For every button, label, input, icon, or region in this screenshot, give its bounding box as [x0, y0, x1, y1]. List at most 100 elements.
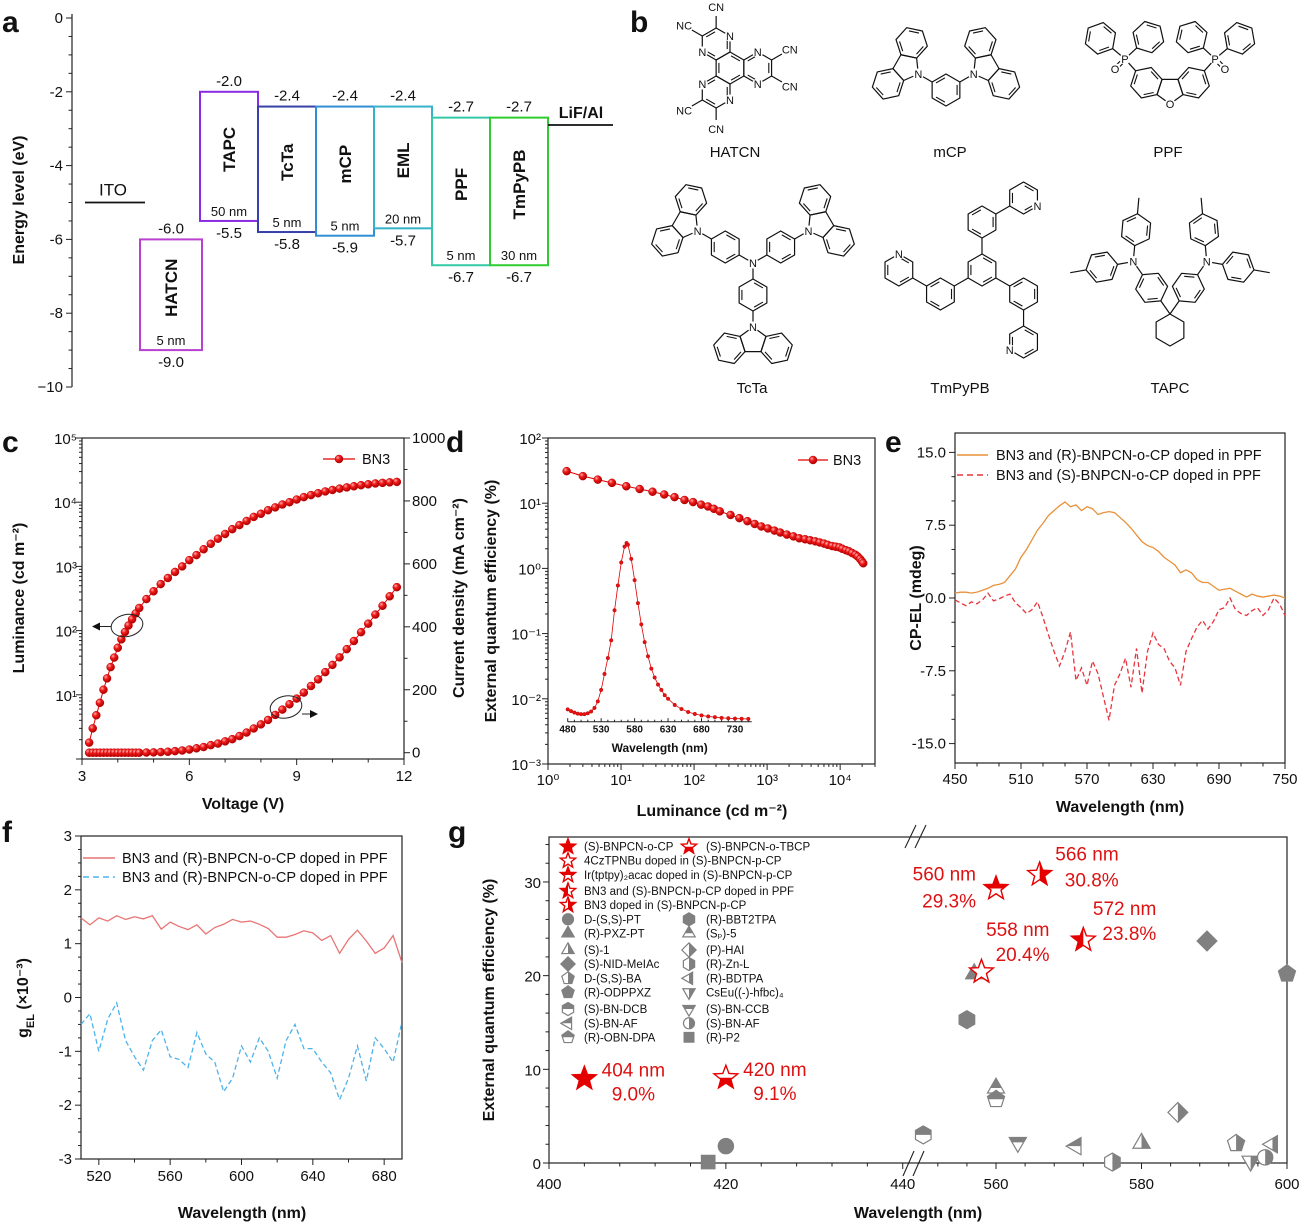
homo-level-label: -9.0 [158, 354, 184, 371]
inset-spectrum-point [585, 711, 590, 716]
layer-tcta: -2.4 -5.8 5 nm TcTa [257, 88, 317, 253]
legend-label: 4CzTPNBu doped in (S)-BNPCN-p-CP [584, 856, 782, 868]
tolyl-ring [1188, 213, 1220, 247]
luminance-point [177, 562, 187, 571]
legend-label: (R)-PXZ-PT [584, 928, 645, 940]
phenylene-ring [738, 278, 768, 312]
x-tick-label: 10¹ [610, 772, 632, 789]
inset-spectrum-point [719, 715, 724, 720]
cyano-label: CN [782, 45, 798, 57]
current-density-point [206, 740, 216, 750]
current-density-point [349, 636, 359, 646]
star-marker-fill [560, 883, 568, 898]
double-bond-line [899, 41, 904, 52]
x-tick-label: 9 [292, 768, 300, 785]
thickness-label: 5 nm [447, 248, 476, 263]
x-tick-label: 690 [1206, 771, 1231, 788]
carbazole-benzo-ring [760, 332, 793, 365]
legend-label: Ir(tptpy)₂acac doped in (S)-BNPCN-p-CP [584, 870, 793, 882]
phenylene-ring [710, 230, 740, 264]
pentagon-marker-fill [987, 1090, 1005, 1100]
x-tick-label: 10⁴ [829, 772, 852, 789]
inset-spectrum-point [602, 671, 607, 676]
carbazole-benzo-ring [822, 225, 855, 257]
x-tick-label: 570 [1074, 771, 1099, 788]
legend-marker [558, 836, 578, 855]
benzene-ring [1130, 66, 1163, 99]
legend-marker [334, 454, 344, 464]
double-bond-line [733, 351, 742, 360]
nitrogen-atom: N [749, 322, 757, 334]
diamond-marker-outline [560, 956, 576, 972]
layer-box [139, 238, 203, 352]
inset-spectrum-point [692, 711, 697, 716]
double-bond-line [826, 239, 831, 250]
x-tick-label: 6 [185, 768, 193, 785]
double-bond-line [730, 74, 741, 81]
star-marker-fill [560, 867, 576, 875]
double-bond-line [875, 87, 884, 96]
double-bond-line [716, 346, 721, 357]
inset-spectrum-point [732, 716, 737, 721]
inset-tick-label: 530 [593, 725, 610, 736]
pentagon-marker-outline [1277, 964, 1297, 982]
carbazole-five-membered-ring [892, 54, 919, 82]
annotation-wavelength: 560 nm [913, 865, 976, 886]
phenyl-ring [1084, 22, 1117, 55]
luminance-point [95, 698, 105, 708]
legend: (S)-BNPCN-o-CP (S)-BNPCN-o-TBCP 4CzTPNBu d… [558, 836, 810, 1044]
cyano-bond [771, 75, 783, 83]
annotation-eqe: 30.8% [1065, 870, 1119, 891]
y-tick-label: 10² [519, 431, 541, 448]
legend-marker [558, 894, 578, 914]
panel-label-b: b [630, 6, 648, 39]
inset-spectrum-point [565, 707, 570, 712]
inset-spectrum-point [739, 716, 744, 721]
legend-marker [683, 1031, 695, 1043]
current-density-point [228, 734, 237, 744]
cyano-label: CN [708, 2, 724, 14]
hexagon-marker-outline [958, 1009, 976, 1030]
double-bond-line [659, 228, 671, 232]
double-bond-line [802, 203, 811, 212]
luminance-point [292, 495, 301, 504]
carbazole-five-membered-ring [973, 54, 1000, 82]
inset-tick-label: 680 [693, 725, 710, 736]
luminance-point [299, 492, 309, 502]
double-bond-line [1157, 276, 1165, 286]
double-bond-line [930, 300, 940, 307]
luminance-point [285, 497, 294, 507]
double-bond-line [1186, 91, 1197, 96]
y-tick-label: 10¹ [55, 688, 77, 705]
methyl-bond [1070, 269, 1087, 274]
thickness-label: 50 nm [211, 204, 247, 219]
eqe-point [648, 487, 657, 496]
legend-marker [560, 956, 576, 972]
y2-tick-label: 200 [412, 682, 437, 699]
y-tick-label: 10¹ [519, 496, 541, 513]
double-bond-line [1143, 91, 1154, 96]
legend-label: D-(S,S)-BA [584, 973, 642, 985]
phosphorus-atom: P [1121, 54, 1128, 66]
nitrogen-atom: N [1006, 345, 1014, 357]
luminance-point [109, 653, 119, 662]
cyano-bond [771, 53, 783, 61]
diamond-marker-outline [1196, 930, 1218, 952]
inset-spectrum-point [569, 709, 574, 714]
y-tick-label: 10² [55, 624, 77, 641]
inset-spectrum-point [642, 640, 647, 645]
y-tick-label: -2 [59, 1097, 72, 1114]
luminance-point [228, 524, 237, 534]
legend-label: BN3 and (R)-BNPCN-o-CP doped in PPF [122, 851, 388, 867]
eqe-point [562, 466, 571, 476]
luminance-point [134, 603, 144, 613]
plot-area: 400 420 440 560 580 6000102030(S)-BNPCN-o-CP(… [524, 824, 1300, 1193]
triangle-down-marker-fill [1009, 1137, 1027, 1143]
star-marker-fill [718, 1077, 734, 1088]
eqe-point [607, 478, 617, 488]
panel-f-gel-spectra: f gEL (×10⁻³) Wavelength (nm) 520 560 600 6… [2, 816, 403, 1222]
cyano-label: NC [676, 106, 692, 118]
panel-label-a: a [2, 6, 19, 39]
